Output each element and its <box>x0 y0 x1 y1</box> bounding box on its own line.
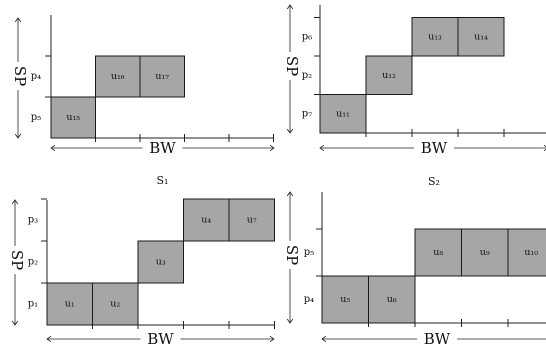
sp-arrow-head-down <box>14 133 22 139</box>
bw-label: BW <box>147 330 174 348</box>
block-3 <box>414 228 462 277</box>
diagram-s3: p₁ p₂ p₃ u₁ u₂ u₃ u₄ u₇ SP BW <box>6 198 275 348</box>
block-label-2: u₁₂ <box>382 70 396 81</box>
block-2 <box>368 275 416 324</box>
block-5 <box>228 198 275 242</box>
block-label-4: u₄ <box>201 215 211 226</box>
block-2 <box>95 55 141 98</box>
block-label-3: u₁₃ <box>428 31 442 42</box>
sp-arrow-head-up <box>11 199 19 205</box>
row-label-1: p₇ <box>302 108 312 119</box>
block-label-1: u₅ <box>340 294 350 305</box>
row-label-3: p₆ <box>302 31 312 42</box>
sp-arrow-head-down <box>286 318 294 324</box>
block-label-1: u₁₁ <box>336 108 350 119</box>
row-label-1: p₄ <box>304 294 314 305</box>
sp-arrow-head-up <box>286 4 294 10</box>
sp-label: SP <box>283 56 301 76</box>
bw-label: BW <box>149 139 176 157</box>
row-label-2: p₂ <box>302 70 312 81</box>
sp-label-bg <box>281 52 299 80</box>
block-1 <box>50 96 96 139</box>
block-label-1: u₁₅ <box>66 112 80 123</box>
block-2 <box>365 55 413 95</box>
block-4 <box>457 17 505 57</box>
bw-arrow-head-left <box>321 335 327 343</box>
block-3 <box>411 17 459 57</box>
row-label-2: p₅ <box>304 247 314 258</box>
bw-arrow-head-right <box>269 335 275 343</box>
sp-label-bg <box>9 62 27 90</box>
block-label-3: u₈ <box>433 247 443 258</box>
row-label-3: p₃ <box>28 215 38 226</box>
sp-arrow-head-up <box>14 17 22 23</box>
diagram-s2: p₇ p₂ p₆ u₁₁ u₁₂ u₁₃ u₁₄ SP BW S₂ <box>281 4 546 188</box>
sp-label: SP <box>11 66 29 86</box>
block-4 <box>461 228 509 277</box>
bw-label-bg <box>140 331 181 347</box>
sp-label: SP <box>8 250 26 270</box>
sp-arrow-head-down <box>11 320 19 326</box>
block-label-3: u₃ <box>156 257 166 268</box>
bw-arrow-head-right <box>269 144 275 152</box>
bw-label-bg <box>142 140 183 156</box>
block-3 <box>139 55 185 98</box>
bw-label-bg <box>414 140 454 156</box>
bw-label: BW <box>421 139 448 157</box>
block-label-2: u₁₆ <box>111 71 125 82</box>
block-label-4: u₉ <box>480 247 490 258</box>
row-label-1: p₁ <box>28 299 38 310</box>
block-4 <box>183 198 230 242</box>
bw-arrow-head-left <box>46 335 52 343</box>
row-label-2: p₂ <box>28 257 38 268</box>
bw-arrow-head-right <box>543 144 546 152</box>
bw-arrow-head-left <box>50 144 56 152</box>
bw-arrow-head-left <box>319 144 325 152</box>
caption: S₁ <box>157 174 169 187</box>
sp-label: SP <box>283 245 301 265</box>
sp-label-bg <box>6 246 24 274</box>
block-label-2: u₂ <box>110 299 120 310</box>
sp-arrow-head-down <box>286 128 294 134</box>
diagram-s1: p₅ p₄ u₁₅ u₁₆ u₁₇ SP BW S₁ <box>9 15 275 187</box>
block-label-1: u₁ <box>65 299 75 310</box>
block-label-5: u₇ <box>247 215 257 226</box>
block-label-5: u₁₀ <box>524 247 538 258</box>
sp-label-bg <box>281 241 299 269</box>
block-1 <box>319 94 367 134</box>
sp-arrow-head-up <box>286 191 294 197</box>
block-label-2: u₆ <box>387 294 397 305</box>
block-1 <box>46 282 93 326</box>
block-2 <box>92 282 139 326</box>
row-label-1: p₅ <box>31 112 41 123</box>
bw-label: BW <box>424 330 451 348</box>
caption: S₂ <box>428 175 440 188</box>
diagram-s4: p₄ p₅ u₅ u₆ u₈ u₉ u₁₀ SP BW <box>281 191 546 348</box>
block-label-4: u₁₄ <box>474 31 488 42</box>
block-3 <box>137 240 184 284</box>
row-label-2: p₄ <box>31 71 41 82</box>
block-label-3: u₁₇ <box>155 71 169 82</box>
block-5 <box>507 228 546 277</box>
bw-label-bg <box>417 331 457 347</box>
